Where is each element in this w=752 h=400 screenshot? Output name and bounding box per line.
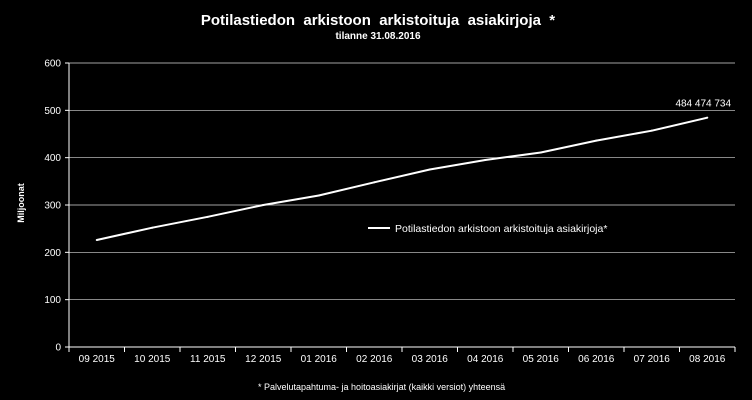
x-tick-label: 12 2015	[245, 354, 282, 365]
data-point	[262, 204, 265, 206]
y-tick-label: 100	[44, 295, 61, 306]
data-point	[95, 239, 98, 242]
data-point	[151, 226, 154, 229]
x-tick-label: 01 2016	[301, 354, 338, 365]
gridlines	[69, 62, 735, 301]
x-tick-label: 08 2016	[689, 354, 726, 365]
data-point	[428, 168, 431, 171]
y-tick-label: 500	[44, 106, 61, 117]
chart-subtitle: tilanne 31.08.2016	[335, 31, 420, 42]
x-tick-label: 02 2016	[356, 354, 393, 365]
data-point	[484, 159, 487, 162]
data-point	[317, 194, 320, 197]
legend-label: Potilastiedon arkistoon arkistoituja asi…	[395, 223, 607, 235]
x-tick-labels: 09 2015 10 2015 11 2015 12 2015 01 2016 02 20…	[79, 354, 726, 365]
y-tick-label: 300	[44, 201, 61, 212]
data-point	[206, 215, 209, 218]
y-tick-label: 200	[44, 248, 61, 259]
x-tick-label: 06 2016	[578, 354, 615, 365]
y-tick-label: 0	[55, 343, 61, 354]
x-tick-label: 05 2016	[523, 354, 560, 365]
x-tick-label: 10 2015	[134, 354, 171, 365]
data-label: 484 474 734	[675, 99, 731, 110]
data-point	[373, 181, 376, 184]
x-tick-label: 07 2016	[634, 354, 671, 365]
y-tick-label: 400	[44, 153, 61, 164]
data-point	[595, 139, 598, 142]
x-tick-label: 03 2016	[412, 354, 449, 365]
series-line	[96, 116, 708, 241]
y-axis-title: Miljoonat	[16, 183, 26, 223]
data-point	[650, 129, 653, 132]
y-tick-label: 600	[44, 59, 61, 70]
x-tick-label: 04 2016	[467, 354, 504, 365]
y-tick-labels: 0 100 200 300 400 500 600	[44, 59, 61, 354]
series-layer: 484 474 734	[95, 99, 731, 242]
chart-title: Potilastiedon arkistoon arkistoituja asi…	[201, 12, 555, 29]
axes	[65, 62, 736, 352]
data-point	[539, 151, 542, 154]
legend: Potilastiedon arkistoon arkistoituja asi…	[368, 223, 607, 235]
x-tick-label: 09 2015	[79, 354, 116, 365]
x-tick-label: 11 2015	[190, 354, 226, 365]
data-point	[706, 116, 709, 119]
footnote: * Palvelutapahtuma- ja hoitoasiakirjat (…	[258, 382, 505, 392]
